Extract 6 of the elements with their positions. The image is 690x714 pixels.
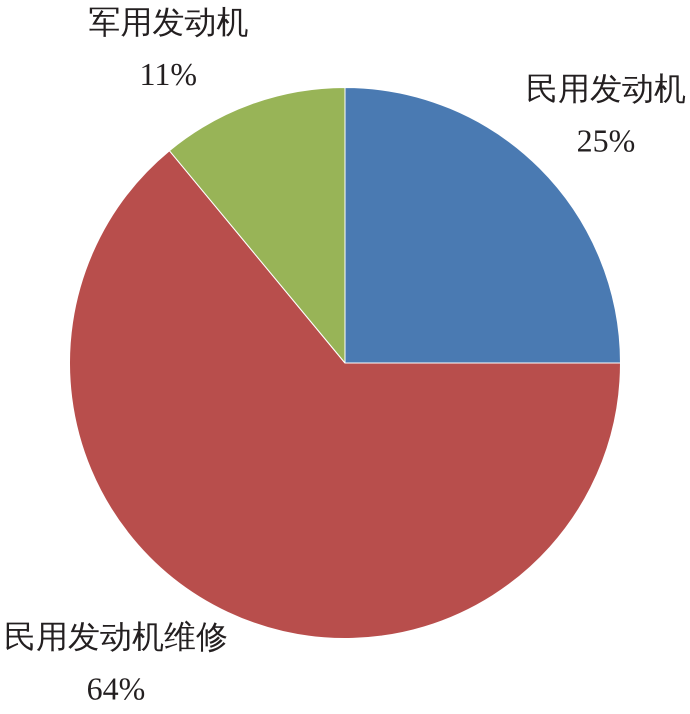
data-label: 25% (576, 122, 636, 159)
slice-label: 民用发动机维修 (4, 618, 228, 655)
data-label: 64% (86, 670, 146, 707)
data-label: 11% (140, 56, 198, 92)
slice-label: 军用发动机 (88, 4, 248, 40)
slice-label: 民用发动机 (526, 70, 686, 107)
